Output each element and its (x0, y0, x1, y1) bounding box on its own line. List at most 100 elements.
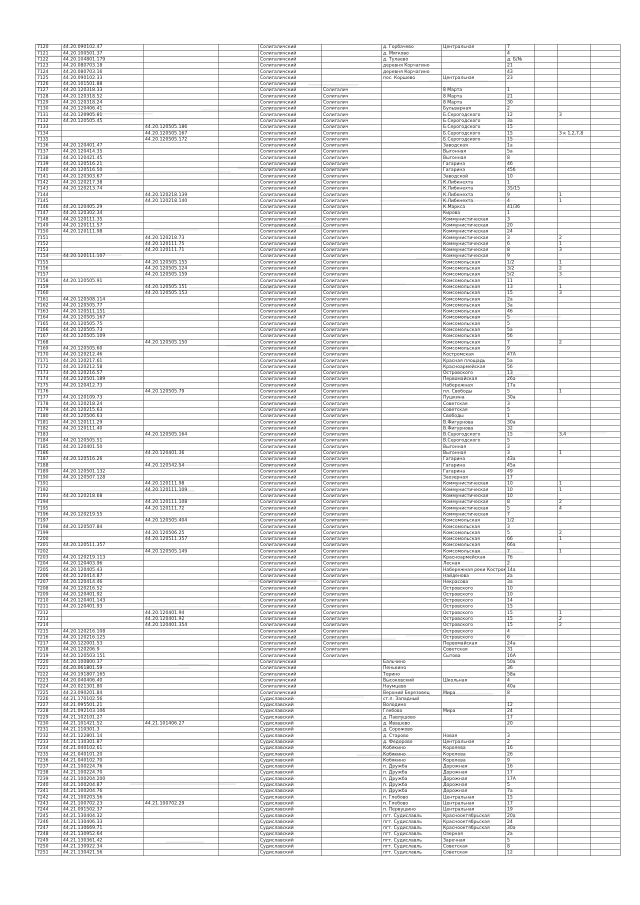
table-row: 7175 44.20.120412.73 Солигаличский Солигал… (35, 382, 621, 389)
table-row: 7174 44.20.120501.189 Солигаличский Солига… (35, 376, 621, 383)
table-row: 7147 44.20.120302.34 Солигаличский Солигал… (35, 210, 621, 217)
table-row: 7145 44.20.120218.140 Солигаличский Солиг… (35, 197, 621, 205)
table-row: 7143 44.20.120213.74 Солигаличский Солигал… (35, 185, 621, 193)
table-row: 7166 44.20.120505.73 Солигаличский Солигал… (35, 326, 621, 334)
spacer-cell (590, 283, 621, 291)
table-row: 7230 44.21.101421.52 44.21.101406.27 Судис… (35, 720, 621, 727)
spacer-cell (590, 265, 621, 272)
table-row: 7150 44.20.120111.98 Солигаличский Солигал… (35, 228, 621, 236)
table-row: 7238 44.21.100224.70 Судиславский п. Друж… (35, 769, 621, 777)
table-row: 7148 44.20.120111.35 Солигаличский Солигал… (35, 216, 621, 223)
spacer-cell (534, 849, 558, 857)
table-row: 7196 44.20.120219.55 Солигаличский Солигал… (35, 511, 621, 518)
table-row: 7235 44.21.040101.20 Судиславский Кобякин… (35, 751, 621, 758)
table-row: 7229 44.21.102101.27 Судиславский д. Павл… (35, 714, 621, 721)
cadastral-table: 7120 44.20.090102.47 Солигаличский д. Гор… (35, 43, 621, 857)
table-row: 7201 44.20.120511.357 Солигаличский Солига… (35, 542, 621, 549)
table-row: 7234 44.21.040102.61 Судиславский Кобякин… (35, 744, 621, 752)
table-row: 7170 44.20.120212.46 Солигаличский Солигал… (35, 351, 621, 359)
row-number-cell: 7251 (35, 849, 62, 857)
table-row: 7188 44.20.120542.54 Солигаличский Солига… (35, 462, 621, 469)
spacer-cell (590, 277, 621, 285)
house-number-cell: 12 (505, 849, 535, 857)
table-row: 7129 44.20.120318.24 Солигаличский Солигал… (35, 99, 621, 106)
table-row: 7226 44.21.170102.56 Судиславский ст.п. З… (35, 695, 621, 703)
table-row: 7163 44.20.120511.151 Солигаличский Солига… (35, 308, 621, 316)
table-row: 7183 44.20.120505.164 Солигаличский Солиг… (35, 431, 621, 439)
table-row: 7218 44.20.120206.9 Солигаличский Солигали… (35, 646, 621, 654)
table-row: 7125 44.20.090102.33 Солигаличский пос. К… (35, 74, 621, 82)
table-row: 7251 44.21.130421.56 Судиславский пгт. Су… (35, 849, 621, 857)
spacer-cell (590, 320, 621, 328)
table-row: 7164 44.20.120505.167 Солигаличский Солига… (35, 314, 621, 322)
spacer-cell (590, 332, 621, 340)
table-row: 7123 44.20.080703.18 Солигаличский деревн… (35, 62, 621, 70)
table-row: 7144 44.20.120218.139 Солигаличский Солиг… (35, 191, 621, 199)
spacer-cell (590, 117, 621, 125)
spacer-cell (590, 474, 621, 482)
spacer-cell (590, 93, 621, 100)
table-row: 7154 44.20.120111.107 Солигаличский Солига… (35, 253, 621, 260)
table-row: 7242 44.21.100203.56 Судиславский п. Глеб… (35, 794, 621, 801)
table-row: 7195 44.20.120111.72 Солигаличский Солига… (35, 505, 621, 512)
settlement-cell (321, 849, 382, 857)
table-row: 7173 44.20.120216.57 Солигаличский Солигал… (35, 369, 621, 377)
spacer-cell (590, 419, 621, 426)
table-row: 7171 44.20.120217.61 Солигаличский Солигал… (35, 357, 621, 365)
table-row: 7204 44.20.120403.96 Солигаличский Солигал… (35, 560, 621, 568)
spacer-cell (590, 437, 621, 445)
spacer-cell (590, 345, 621, 352)
table-row: 7160 44.20.120505.153 Солигаличский Солиг… (35, 289, 621, 297)
table-row: 7132 44.20.120505.45 Солигаличский Солигал… (35, 117, 621, 125)
spacer-cell (590, 74, 621, 82)
spacer-cell (590, 486, 621, 494)
spacer-cell (590, 271, 621, 279)
spacer-cell (590, 357, 621, 365)
table-row: 7220 44.20.100800.37 Солигаличский Бальчи… (35, 658, 621, 666)
spacer-cell (590, 498, 621, 506)
table-row: 7124 44.20.080703.16 Солигаличский деревн… (35, 68, 621, 76)
table-row: 7130 44.20.120406.41 Солигаличский Солигал… (35, 105, 621, 113)
spacer-cell (590, 376, 621, 383)
table-row: 7248 44.21.130952.64 Судиславский пгт. Су… (35, 830, 621, 838)
spacer-cell (590, 302, 621, 309)
spacer-cell (590, 505, 621, 512)
table-row: 7169 44.20.120505.60 Солигаличский Солигал… (35, 345, 621, 352)
spacer-cell (590, 99, 621, 106)
table-row: 7137 44.20.120414.35 Солигаличский Солигал… (35, 148, 621, 156)
table-row: 7192 44.20.120111.109 Солигаличский Солиг… (35, 486, 621, 494)
spacer-cell (590, 455, 621, 463)
table-row: 7139 44.20.120516.21 Солигаличский Солигал… (35, 160, 621, 168)
table-row: 7126 44.20.101501.88 Солигаличский (35, 80, 621, 88)
table-row: 7151 44.20.120218.73 Солигаличский Солига… (35, 234, 621, 242)
street-cell: Набережная реки Костромы (441, 566, 506, 574)
table-row: 7247 44.21.130669.71 Судиславский пгт. Су… (35, 824, 621, 832)
spacer-cell (590, 314, 621, 322)
spacer-cell (590, 468, 621, 475)
table-row: 7187 44.20.120516.26 Солигаличский Солигал… (35, 455, 621, 463)
table-row: 7157 44.20.120505.159 Солигаличский Солиг… (35, 271, 621, 279)
cadastral-number-cell: 44.21.130421.56 (61, 849, 144, 857)
table-row: 7178 44.20.120218.24 Солигаличский Солигал… (35, 400, 621, 408)
table-row: 7232 44.21.122801.14 Судиславский д. Стар… (35, 732, 621, 740)
table-row: 7249 44.21.130361.42 Судиславский пгт. Су… (35, 837, 621, 844)
spacer-cell (590, 369, 621, 377)
table-row: 7180 44.20.120506.63 Солигаличский Солигал… (35, 412, 621, 420)
table-row: 7191 44.20.120111.98 Солигаличский Солига… (35, 480, 621, 488)
table-row: 7127 44.20.120318.33 Солигаличский Солигал… (35, 87, 621, 94)
spacer-cell (590, 308, 621, 316)
table-row: 7128 44.20.120318.52 Солигаличский Солигал… (35, 93, 621, 100)
table-row: 7221 44.20.061801.59 Солигаличский Пеньки… (35, 664, 621, 672)
note-cell (557, 849, 591, 857)
spacer-cell (590, 443, 621, 451)
table-row: 7250 44.21.130922.34 Судиславский пгт. Су… (35, 843, 621, 850)
table-row: 7172 44.20.120212.58 Солигаличский Солигал… (35, 363, 621, 371)
spacer-cell (590, 492, 621, 500)
spacer-cell (590, 849, 621, 857)
table-row: 7155 44.20.120505.155 Солигаличский Солиг… (35, 259, 621, 266)
table-row: 7184 44.20.120505.51 Солигаличский Солигал… (35, 437, 621, 445)
table-row: 7203 44.20.120219.113 Солигаличский Солига… (35, 554, 621, 561)
table-row: 7190 44.20.120507.128 Солигаличский Солига… (35, 474, 621, 482)
table-row: 7193 44.20.120218.68 Солигаличский Солигал… (35, 492, 621, 500)
